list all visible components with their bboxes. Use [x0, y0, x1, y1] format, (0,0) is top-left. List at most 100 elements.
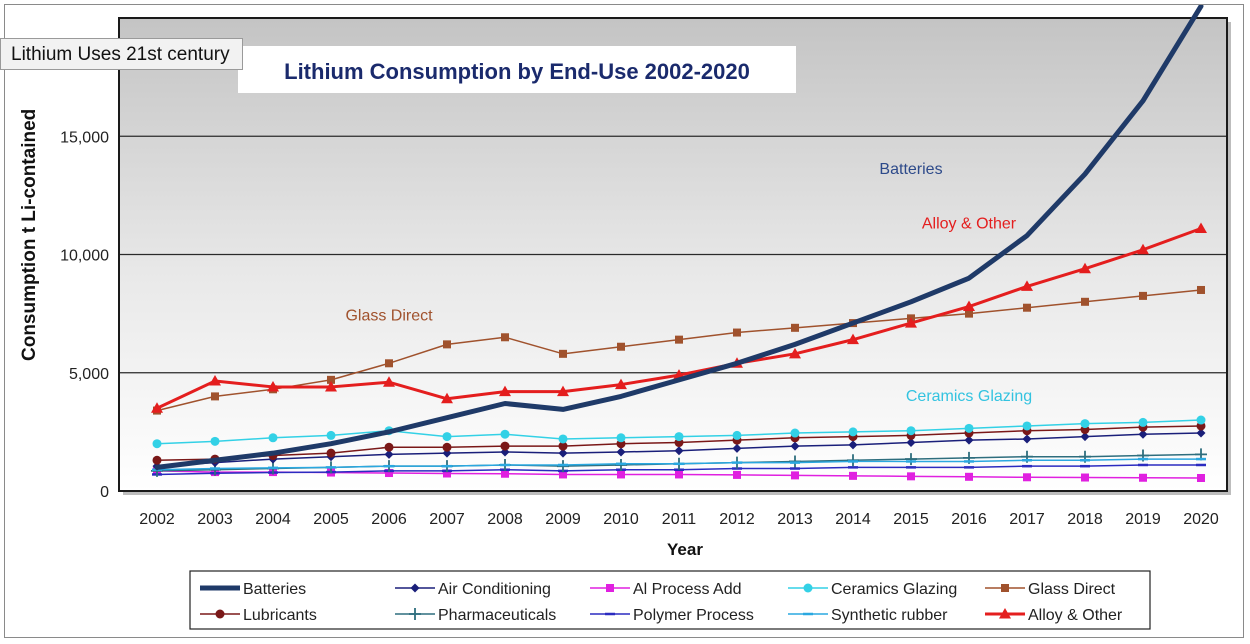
- data-point: [385, 359, 393, 368]
- data-point: [791, 323, 799, 332]
- legend-item-alloy-other: Alloy & Other: [985, 607, 1123, 624]
- annotation-label: Batteries: [879, 161, 942, 178]
- data-point: [325, 380, 337, 392]
- series-batteries: [154, 5, 1204, 470]
- data-point: [443, 469, 451, 478]
- data-point: [1023, 473, 1031, 482]
- data-point: [675, 335, 683, 344]
- legend-item-air-conditioning: Air Conditioning: [395, 581, 551, 598]
- x-tick-label: 2013: [777, 511, 813, 528]
- legend-label: Synthetic rubber: [831, 607, 948, 624]
- y-tick-label: 10,000: [60, 248, 109, 265]
- legend-label: Glass Direct: [1028, 581, 1116, 598]
- chart: 0 5,000 10,000 15,000 2002 2003 2004 2005 2006 20…: [19, 5, 1231, 630]
- data-point: [327, 375, 335, 384]
- data-point: [558, 434, 568, 444]
- x-tick-label: 2008: [487, 511, 523, 528]
- data-point: [442, 432, 452, 442]
- data-point: [499, 385, 511, 397]
- data-point: [906, 438, 916, 448]
- x-tick-label: 2006: [371, 511, 407, 528]
- data-point: [964, 423, 974, 433]
- data-point: [384, 449, 394, 459]
- data-point: [559, 470, 567, 479]
- y-tick-label: 15,000: [60, 129, 109, 146]
- data-point: [1139, 291, 1147, 300]
- legend-marker: [1001, 584, 1009, 592]
- x-tick-label: 2011: [662, 511, 697, 528]
- data-point: [616, 433, 626, 443]
- data-point: [905, 453, 917, 466]
- data-point: [963, 300, 975, 312]
- data-point: [1021, 280, 1033, 291]
- legend-label: Alloy & Other: [1028, 607, 1123, 624]
- x-tick-label: 2018: [1067, 511, 1103, 528]
- x-tick-label: 2009: [545, 511, 581, 528]
- x-tick-label: 2005: [313, 511, 349, 528]
- data-point: [1197, 473, 1205, 482]
- data-point: [500, 429, 510, 439]
- data-point: [558, 448, 568, 458]
- data-point: [210, 436, 220, 446]
- data-point: [965, 472, 973, 481]
- data-point: [500, 441, 510, 451]
- legend-item-synthetic-rubber: Synthetic rubber: [788, 607, 948, 624]
- data-point: [211, 392, 219, 401]
- data-point: [789, 347, 801, 359]
- data-point: [441, 392, 453, 404]
- data-point: [384, 442, 394, 452]
- data-point: [964, 435, 974, 445]
- x-tick-label: 2004: [255, 511, 291, 528]
- data-point: [152, 455, 162, 465]
- data-point: [268, 433, 278, 443]
- legend-label: Al Process Add: [633, 581, 742, 598]
- data-point: [1081, 473, 1089, 482]
- data-point: [907, 472, 915, 481]
- legend-item-ceramics-glazing: Ceramics Glazing: [788, 581, 957, 598]
- x-tick-label: 2019: [1125, 511, 1161, 528]
- data-point: [209, 375, 221, 386]
- data-point: [849, 471, 857, 480]
- legend-marker: [215, 609, 225, 619]
- y-tick-label: 0: [100, 484, 109, 501]
- data-point: [383, 376, 395, 387]
- annotation-label: Ceramics Glazing: [906, 388, 1032, 405]
- data-point: [557, 385, 569, 397]
- x-tick-label: 2017: [1009, 511, 1045, 528]
- tooltip-label: Lithium Uses 21st century: [0, 38, 243, 70]
- data-point: [1079, 262, 1091, 274]
- data-point: [674, 432, 684, 442]
- annotation-label: Glass Direct: [345, 308, 433, 325]
- legend-item-pharmaceuticals: Pharmaceuticals: [395, 607, 556, 624]
- legend-label: Air Conditioning: [438, 581, 551, 598]
- data-point: [616, 447, 626, 457]
- data-point: [1138, 429, 1148, 439]
- data-point: [501, 333, 509, 342]
- data-point: [1138, 417, 1148, 427]
- legend: [189, 570, 1151, 630]
- data-point: [385, 469, 393, 478]
- data-point: [1137, 243, 1149, 255]
- data-point: [906, 426, 916, 436]
- legend-item-polymer-process: Polymer Process: [590, 607, 754, 624]
- data-point: [733, 328, 741, 337]
- x-tick-label: 2016: [951, 511, 987, 528]
- plot-border: [118, 17, 1228, 492]
- legend-marker: [999, 608, 1011, 619]
- chart-title: Lithium Consumption by End-Use 2002-2020: [284, 59, 750, 84]
- y-tick-label: 5,000: [69, 366, 109, 383]
- data-point: [1196, 415, 1206, 425]
- data-point: [1197, 285, 1205, 294]
- annotation-label: Alloy & Other: [922, 215, 1017, 232]
- x-tick-label: 2012: [719, 511, 755, 528]
- data-point: [790, 428, 800, 438]
- title-box: [238, 46, 796, 93]
- x-tick-label: 2002: [139, 511, 175, 528]
- legend-label: Ceramics Glazing: [831, 581, 957, 598]
- data-point: [1080, 419, 1090, 429]
- x-tick-label: 2020: [1183, 511, 1219, 528]
- x-tick-label: 2007: [429, 511, 465, 528]
- legend-item-lubricants: Lubricants: [200, 607, 317, 624]
- series-alloy-other: [151, 222, 1207, 413]
- data-point: [1139, 473, 1147, 482]
